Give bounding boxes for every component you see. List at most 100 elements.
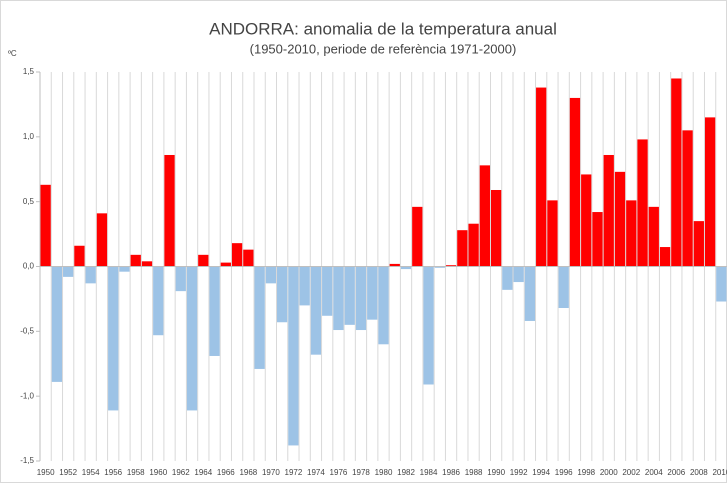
bar [231, 243, 243, 267]
x-tick-label: 1956 [104, 468, 122, 477]
y-tick-label: 1,5 [23, 67, 35, 76]
y-tick-label: -1,0 [20, 391, 34, 400]
x-tick-label: 1984 [420, 468, 438, 477]
bar [220, 262, 231, 267]
y-tick-label: -1,5 [20, 456, 34, 465]
x-tick-label: 2008 [690, 468, 708, 477]
bar [468, 223, 479, 267]
bar [119, 266, 130, 272]
bar [344, 266, 355, 325]
bar [400, 266, 412, 270]
bar [445, 265, 457, 267]
bar [85, 266, 96, 284]
x-tick-label: 1954 [82, 468, 100, 477]
x-tick-label: 2004 [645, 468, 663, 477]
bar [265, 266, 277, 284]
bar [693, 221, 704, 267]
x-tick-label: 1978 [352, 468, 370, 477]
x-tick-label: 1974 [307, 468, 325, 477]
x-tick-label: 1970 [262, 468, 280, 477]
bar [175, 266, 186, 292]
bar [513, 266, 524, 283]
bar [209, 266, 220, 356]
y-tick-label: 0,5 [23, 197, 35, 206]
bar [333, 266, 344, 331]
x-tick-label: 1994 [532, 468, 550, 477]
bar [108, 266, 119, 411]
y-tick-label: 1,0 [23, 132, 35, 141]
bar [186, 266, 198, 411]
chart-title: ANDORRA: anomalia de la temperatura anua… [209, 19, 557, 38]
bar [164, 154, 175, 267]
bar [288, 266, 299, 446]
x-tick-label: 1986 [442, 468, 460, 477]
bar [310, 266, 322, 355]
bar [704, 117, 716, 267]
x-tick-label: 1988 [465, 468, 483, 477]
bar [40, 184, 51, 267]
bar [141, 261, 153, 267]
bar [457, 230, 468, 267]
y-tick-label: 0,0 [23, 262, 35, 271]
bar [74, 245, 85, 267]
bar [502, 266, 513, 290]
x-tick-label: 1952 [59, 468, 77, 477]
x-tick-label: 1992 [510, 468, 528, 477]
x-tick-label: 2010 [712, 468, 727, 477]
bar [412, 206, 423, 267]
bar [716, 266, 727, 302]
bar [524, 266, 536, 321]
bar [389, 263, 400, 267]
bar [592, 212, 603, 267]
bar [130, 254, 141, 267]
x-tick-label: 2006 [667, 468, 685, 477]
x-tick-label: 2000 [600, 468, 618, 477]
x-tick-label: 1982 [397, 468, 415, 477]
bar [355, 266, 367, 331]
y-tick-label: -0,5 [20, 326, 34, 335]
chart-subtitle: (1950-2010, periode de referència 1971-2… [250, 41, 517, 56]
bar [63, 266, 74, 277]
bar [558, 266, 569, 308]
bar [51, 266, 63, 382]
bar [423, 266, 434, 385]
bar [547, 200, 558, 267]
x-tick-label: 1996 [555, 468, 573, 477]
y-axis-unit: ºC [8, 49, 17, 58]
bar [198, 254, 209, 267]
bar [378, 266, 389, 345]
bar [434, 266, 445, 268]
bar [569, 97, 581, 267]
bar [153, 266, 164, 336]
bar [671, 78, 682, 267]
bar [479, 165, 490, 267]
x-tick-label: 1976 [330, 468, 348, 477]
x-tick-label: 1950 [37, 468, 55, 477]
x-tick-label: 1962 [172, 468, 190, 477]
bar [367, 266, 378, 320]
x-tick-label: 1972 [285, 468, 303, 477]
bar [603, 154, 614, 267]
x-tick-label: 1980 [375, 468, 393, 477]
bar [637, 139, 648, 267]
x-tick-label: 1958 [127, 468, 145, 477]
x-tick-label: 1998 [577, 468, 595, 477]
x-tick-label: 1964 [194, 468, 212, 477]
bar [490, 189, 502, 267]
bar [648, 206, 659, 267]
bar [277, 266, 288, 323]
bar [682, 130, 693, 267]
bar [96, 213, 108, 267]
x-tick-label: 1960 [149, 468, 167, 477]
x-tick-label: 1968 [239, 468, 257, 477]
bar [536, 87, 547, 267]
x-tick-label: 1990 [487, 468, 505, 477]
bar [254, 266, 265, 369]
bar [322, 266, 333, 316]
bar [626, 200, 637, 267]
bar [581, 174, 592, 267]
bar [659, 247, 671, 267]
bar [299, 266, 310, 306]
x-tick-label: 2002 [622, 468, 640, 477]
